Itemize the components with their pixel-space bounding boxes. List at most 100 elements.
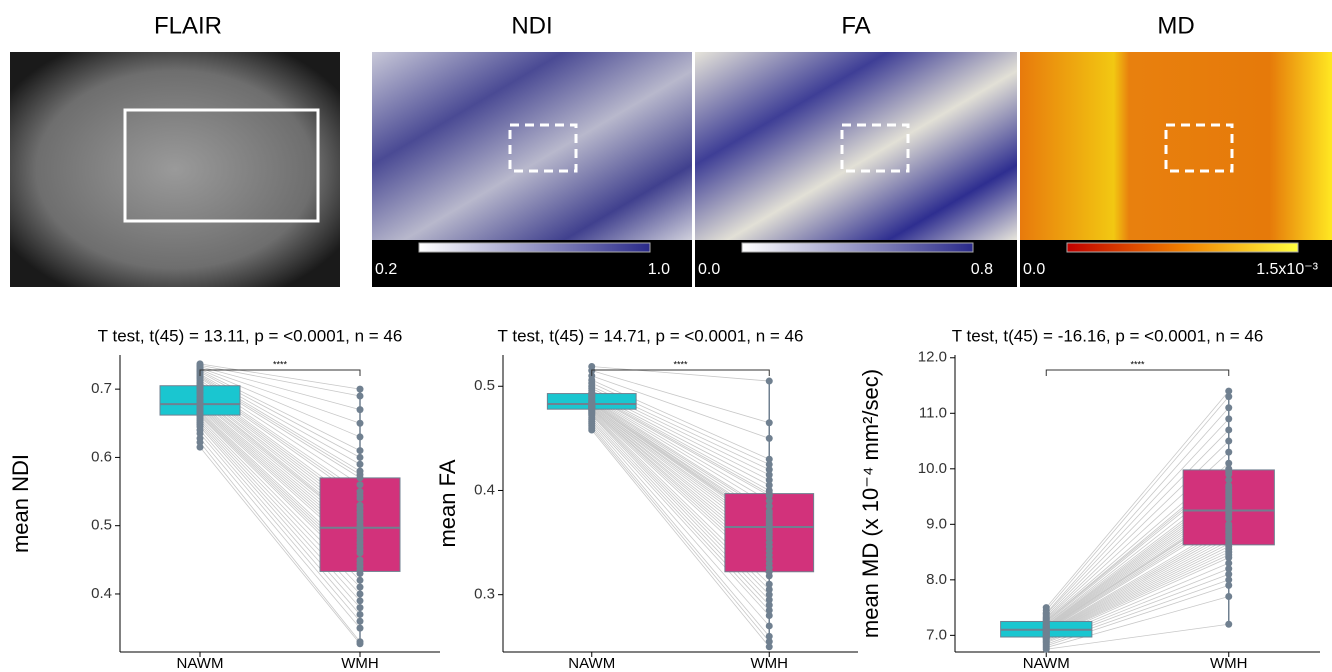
point — [356, 494, 364, 502]
pair-line — [591, 393, 770, 491]
significance-label: **** — [273, 359, 288, 369]
x-tick-label: WMH — [341, 655, 379, 672]
point — [356, 447, 364, 455]
point — [356, 460, 364, 468]
pair-line — [199, 429, 361, 615]
pair-line — [199, 438, 361, 629]
pair-line — [591, 427, 770, 642]
chart-title: T test, t(45) = -16.16, p = <0.0001, n =… — [952, 326, 1264, 345]
point — [765, 643, 773, 651]
point — [356, 604, 364, 612]
pair-line — [199, 433, 361, 622]
point — [356, 583, 364, 591]
x-tick-label: NAWM — [1023, 655, 1070, 672]
panel-title: MD — [1157, 12, 1194, 39]
y-tick-label: 0.7 — [91, 380, 112, 397]
fa-image — [695, 52, 1017, 240]
y-tick-label: 7.0 — [926, 626, 947, 643]
roi-box — [508, 123, 578, 173]
y-tick-label: 9.0 — [926, 515, 947, 532]
pair-line — [199, 368, 361, 438]
point — [765, 460, 773, 468]
point — [765, 622, 773, 630]
pair-line — [591, 375, 770, 439]
point — [765, 601, 773, 609]
point — [1225, 565, 1233, 573]
point — [356, 576, 364, 584]
pair-line — [1045, 390, 1230, 608]
pair-line — [591, 429, 770, 648]
pair-line — [591, 419, 770, 611]
pair-line — [591, 423, 770, 627]
pair-line — [199, 363, 361, 390]
point — [356, 385, 364, 393]
roi-box — [123, 108, 320, 223]
point — [765, 476, 773, 484]
y-tick-label: 0.5 — [91, 517, 112, 534]
point — [356, 640, 364, 648]
pair-line — [591, 395, 770, 497]
pair-line — [1045, 407, 1230, 614]
point — [1225, 554, 1233, 562]
point — [356, 453, 364, 461]
point — [1225, 437, 1233, 445]
point — [1225, 515, 1233, 523]
point — [1225, 448, 1233, 456]
point — [356, 597, 364, 605]
pair-line — [1045, 396, 1230, 611]
pair-line — [591, 396, 770, 502]
x-tick-label: NAWM — [568, 655, 615, 672]
point — [356, 610, 364, 618]
y-tick-label: 12.0 — [918, 349, 947, 366]
point — [196, 443, 204, 451]
point — [1225, 559, 1233, 567]
x-tick-label: WMH — [751, 655, 789, 672]
pair-line — [1046, 535, 1229, 635]
y-tick-label: 8.0 — [926, 571, 947, 588]
mri-images — [10, 52, 1332, 287]
point — [588, 426, 596, 434]
point — [1225, 570, 1233, 578]
pair-line — [199, 446, 361, 645]
pair-line — [1046, 537, 1229, 636]
md-image — [1020, 52, 1332, 240]
panel-title: FA — [841, 12, 870, 39]
y-tick-label: 0.6 — [91, 448, 112, 465]
point — [765, 596, 773, 604]
significance-label: **** — [673, 359, 688, 369]
y-tick-label: 0.4 — [474, 481, 495, 498]
point — [1225, 592, 1233, 600]
pair-line — [1046, 532, 1229, 635]
pair-line — [591, 417, 770, 606]
point — [1225, 576, 1233, 584]
colorbar-min: 0.0 — [1023, 261, 1045, 278]
point — [1225, 415, 1233, 423]
flair-image — [10, 52, 340, 287]
point — [765, 377, 773, 385]
pair-line — [1045, 429, 1230, 617]
y-tick-label: 0.4 — [91, 585, 112, 602]
panel-title: FLAIR — [154, 12, 222, 39]
colorbar-max: 1.5x10⁻³ — [1256, 261, 1318, 278]
pair-line — [199, 426, 361, 608]
point — [765, 591, 773, 599]
significance-label: **** — [1130, 359, 1145, 369]
point — [1042, 645, 1050, 653]
point — [1225, 470, 1233, 478]
point — [356, 481, 364, 489]
pair-line — [1045, 418, 1230, 615]
point — [765, 502, 773, 510]
pair-line — [199, 367, 361, 424]
colorbar-min: 0.2 — [375, 261, 397, 278]
y-tick-label: 11.0 — [919, 404, 947, 421]
point — [765, 638, 773, 646]
y-axis-label: mean FA — [435, 459, 460, 547]
chart-title: T test, t(45) = 14.71, p = <0.0001, n = … — [498, 326, 804, 345]
colorbar — [1066, 242, 1299, 253]
y-tick-label: 10.0 — [918, 460, 947, 477]
point — [1225, 426, 1233, 434]
point — [765, 612, 773, 620]
point — [1225, 404, 1233, 412]
point — [765, 455, 773, 463]
pair-line — [591, 421, 770, 616]
